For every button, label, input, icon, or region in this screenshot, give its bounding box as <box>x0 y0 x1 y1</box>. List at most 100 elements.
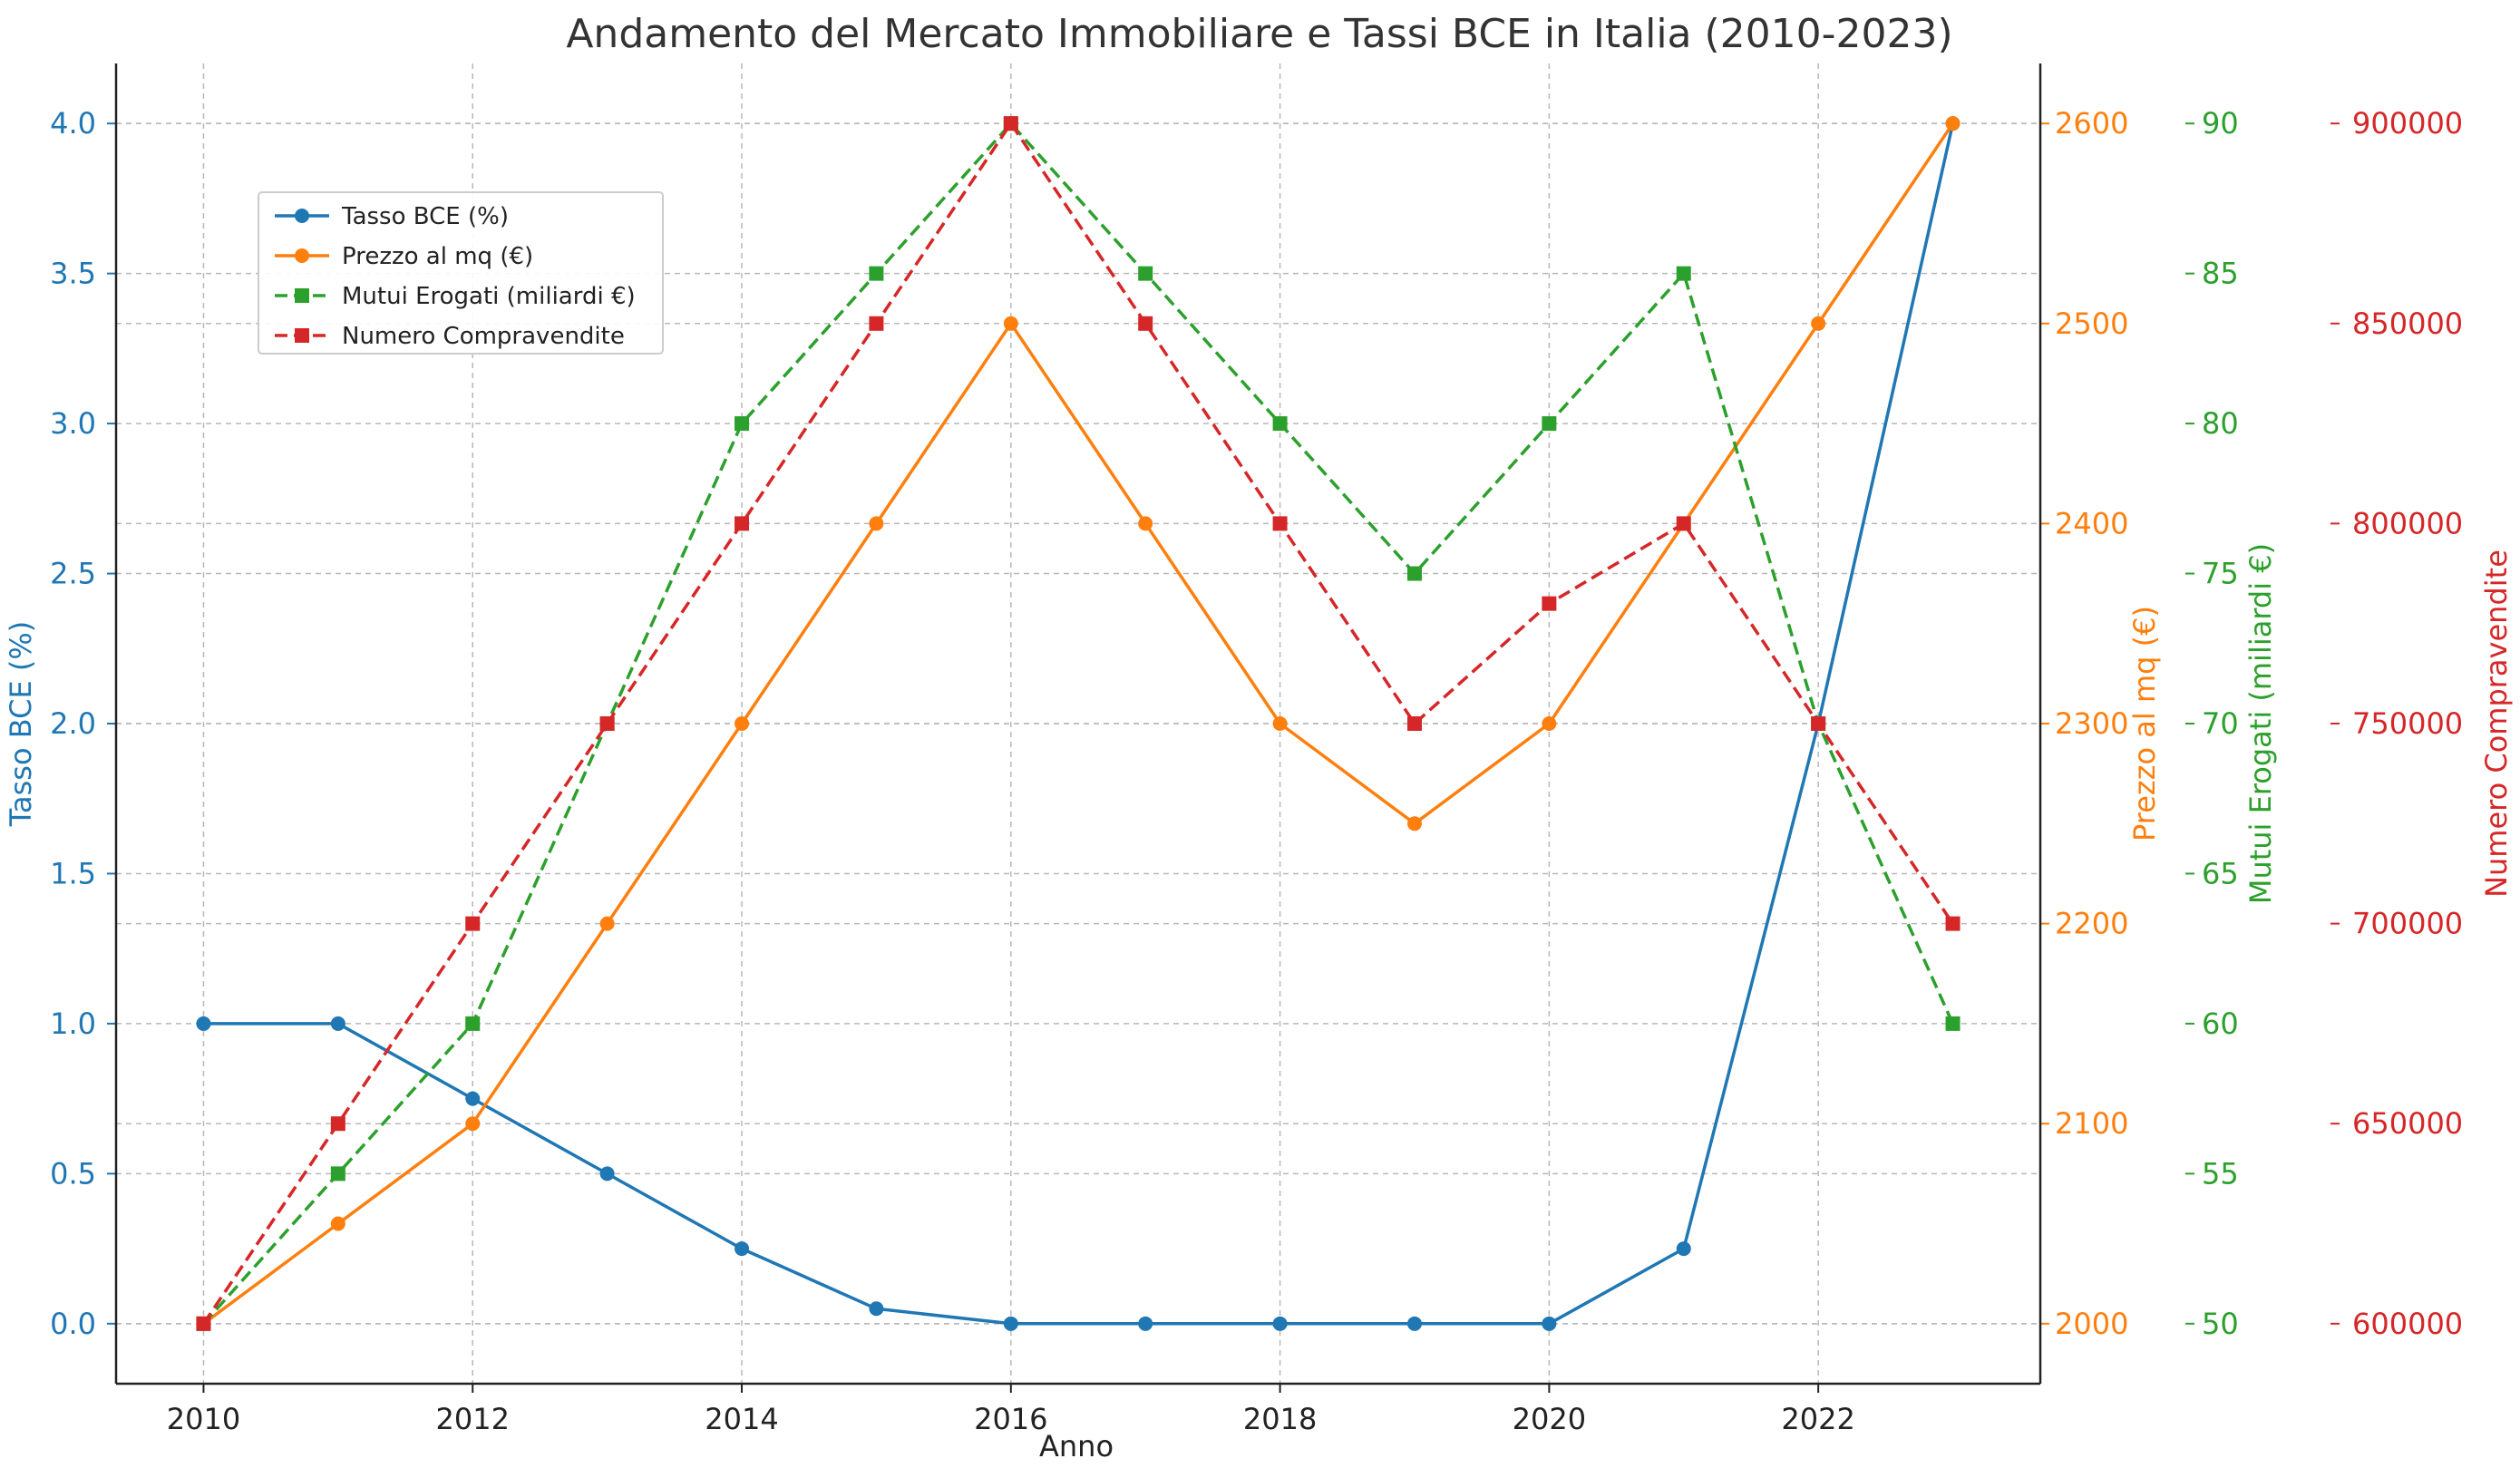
numero-compravendite-marker <box>1676 516 1691 531</box>
y-tick-label: 2500 <box>2055 306 2128 341</box>
mutui-erogati-miliardi-marker <box>869 266 884 281</box>
legend-box <box>258 191 664 355</box>
x-tick-label: 2020 <box>1513 1402 1586 1436</box>
tasso-bce-line <box>203 122 1955 1326</box>
y-tick-label: 55 <box>2202 1156 2239 1191</box>
y-tick-label: 3.5 <box>50 257 96 291</box>
tasso-bce-marker <box>1406 1316 1422 1331</box>
y-tick-label: 900000 <box>2352 106 2463 141</box>
x-tick-label: 2018 <box>1243 1402 1317 1436</box>
prezzo-al-mq-marker <box>1272 716 1288 731</box>
prezzo-al-mq-marker <box>1542 716 1557 731</box>
tasso-bce-marker <box>1272 1316 1288 1331</box>
legend-marker-mutui-erogati-miliardi <box>295 288 309 303</box>
mutui-erogati-miliardi-marker <box>330 1166 345 1181</box>
y-tick-label: 2200 <box>2055 907 2128 941</box>
numero-compravendite-axis-label: Numero Compravendite <box>2479 549 2514 898</box>
tasso-bce-marker <box>1542 1316 1557 1331</box>
mutui-erogati-miliardi-marker <box>1138 266 1153 281</box>
axes: 2010 2012 2014 2016 2018 2020 2022 0.0 0.5 1.0 1.5… <box>4 63 2514 1436</box>
numero-compravendite-marker <box>1138 316 1153 331</box>
y-tick-label: 2300 <box>2055 706 2128 741</box>
numero-compravendite-marker <box>196 1316 211 1331</box>
x-tick-label: 2016 <box>974 1402 1047 1436</box>
tasso-bce-marker <box>330 1016 345 1031</box>
y-tick-label: 0.0 <box>50 1307 96 1341</box>
numero-compravendite-marker <box>465 916 481 931</box>
numero-compravendite-marker <box>330 1116 345 1132</box>
legend-marker-prezzo-al-mq <box>295 248 309 263</box>
prezzo-al-mq-marker <box>1406 816 1422 831</box>
prezzo-al-mq-marker <box>1811 316 1826 331</box>
mutui-erogati-miliardi-axis-label: Mutui Erogati (miliardi €) <box>2243 543 2278 904</box>
y-tick-label: 800000 <box>2352 506 2463 540</box>
y-tick-label: 85 <box>2202 257 2239 291</box>
numero-compravendite-marker <box>1811 716 1826 731</box>
numero-compravendite-marker <box>1542 596 1557 611</box>
y-tick-label: 60 <box>2202 1006 2239 1041</box>
tasso-bce-marker <box>1003 1316 1018 1331</box>
y-tick-label: 650000 <box>2352 1106 2463 1141</box>
numero-compravendite-marker <box>869 316 884 331</box>
legend-marker-tasso-bce <box>295 209 309 223</box>
y-tick-label: 1.0 <box>50 1006 96 1041</box>
y-tick-label: 65 <box>2202 856 2239 890</box>
tasso-bce-marker <box>465 1091 481 1106</box>
mutui-erogati-miliardi-marker <box>1676 266 1691 281</box>
y-tick-label: 2100 <box>2055 1106 2128 1141</box>
mutui-erogati-miliardi-marker <box>465 1016 481 1031</box>
y-tick-label: 1.5 <box>50 856 96 890</box>
numero-compravendite-marker <box>599 716 615 731</box>
numero-compravendite-marker <box>1945 916 1961 931</box>
mutui-erogati-miliardi-line <box>202 122 1955 1325</box>
tasso-bce-marker <box>869 1301 884 1317</box>
y-tick-label: 2000 <box>2055 1307 2128 1341</box>
y-tick-label: 75 <box>2202 557 2239 591</box>
numero-compravendite-line <box>202 122 1954 1325</box>
mutui-erogati-miliardi-marker <box>1272 416 1288 432</box>
prezzo-al-mq-marker <box>465 1116 481 1132</box>
y-tick-label: 70 <box>2202 706 2239 741</box>
x-axis-label: Anno <box>1039 1429 1114 1463</box>
y-tick-label: 3.0 <box>50 406 96 441</box>
x-tick-label: 2022 <box>1781 1402 1854 1436</box>
prezzo-al-mq-marker <box>869 516 884 531</box>
x-tick-label: 2010 <box>167 1402 240 1436</box>
y-tick-label: 600000 <box>2352 1307 2463 1341</box>
prezzo-al-mq-marker <box>1138 516 1153 531</box>
y-tick-label: 50 <box>2202 1307 2239 1341</box>
tasso-bce-marker <box>599 1166 615 1181</box>
tasso-bce-marker <box>196 1016 211 1031</box>
y-tick-label: 700000 <box>2352 907 2463 941</box>
legend-marker-numero-compravendite <box>295 328 309 343</box>
y-tick-label: 2.0 <box>50 706 96 741</box>
x-tick-label: 2014 <box>705 1402 778 1436</box>
prezzo-al-mq-marker <box>599 916 615 931</box>
tasso-bce-marker <box>1676 1241 1691 1257</box>
y-tick-label: 90 <box>2202 106 2239 141</box>
numero-compravendite-marker <box>1272 516 1288 531</box>
mutui-erogati-miliardi-marker <box>1542 416 1557 432</box>
numero-compravendite-marker <box>735 516 750 531</box>
chart-title: Andamento del Mercato Immobiliare e Tass… <box>566 11 1952 57</box>
prezzo-al-mq-axis-label: Prezzo al mq (€) <box>2127 606 2162 841</box>
x-tick-label: 2012 <box>436 1402 510 1436</box>
legend-label-prezzo-al-mq: Prezzo al mq (€) <box>342 243 533 270</box>
prezzo-al-mq-marker <box>735 716 750 731</box>
prezzo-al-mq-marker <box>330 1216 345 1231</box>
legend-label-numero-compravendite: Numero Compravendite <box>342 323 625 350</box>
tasso-bce-axis-label: Tasso BCE (%) <box>4 621 38 827</box>
tasso-bce-marker <box>1138 1316 1153 1331</box>
mutui-erogati-miliardi-marker <box>1406 566 1422 581</box>
prezzo-al-mq-marker <box>1003 316 1018 331</box>
y-tick-label: 80 <box>2202 406 2239 441</box>
prezzo-al-mq-line <box>202 122 1954 1326</box>
legend-label-mutui-erogati-miliardi: Mutui Erogati (miliardi €) <box>342 283 636 310</box>
y-tick-label: 0.5 <box>50 1156 96 1191</box>
y-tick-label: 2400 <box>2055 506 2128 540</box>
series-group <box>196 116 1961 1331</box>
mutui-erogati-miliardi-marker <box>1945 1016 1961 1031</box>
y-tick-label: 4.0 <box>50 106 96 141</box>
mutui-erogati-miliardi-marker <box>735 416 750 432</box>
